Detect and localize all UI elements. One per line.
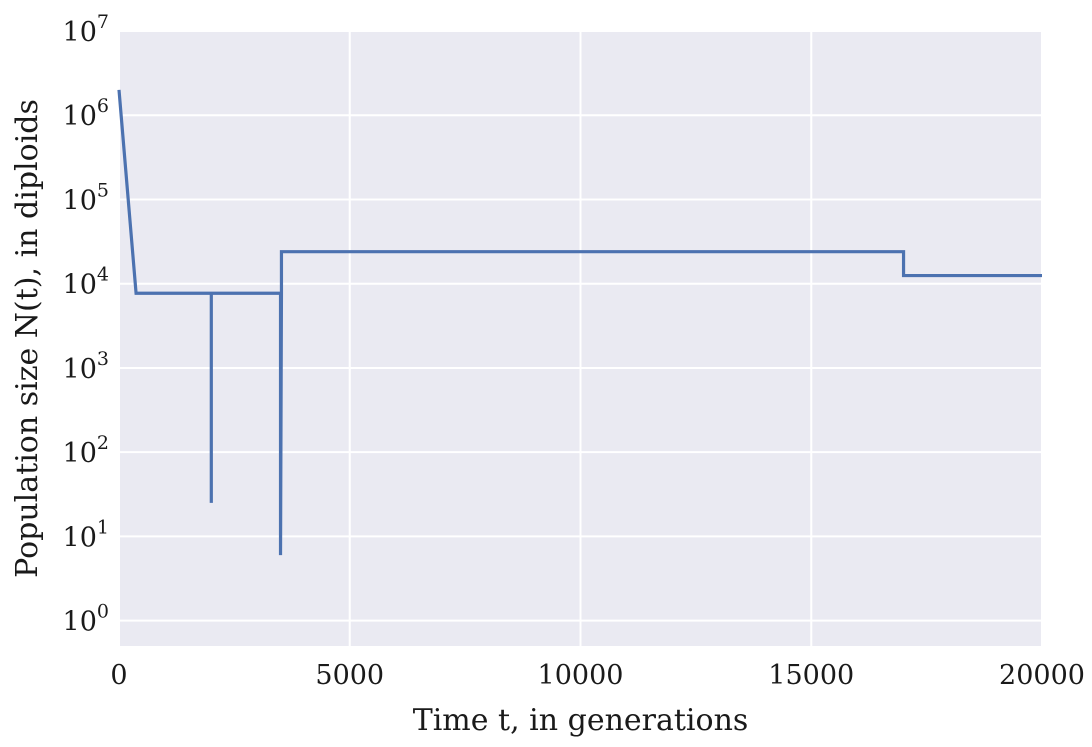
x-axis-label: Time t, in generations (413, 703, 749, 738)
x-tick-label: 10000 (538, 660, 624, 691)
y-tick-label: 107 (63, 11, 109, 48)
y-tick-exponent: 2 (97, 432, 109, 454)
y-tick-base: 10 (63, 270, 97, 301)
x-axis-ticks: 0 5000 10000 15000 20000 (110, 660, 1085, 691)
series-line (117, 89, 1042, 556)
y-tick-base: 10 (63, 522, 97, 553)
y-tick-base: 10 (63, 185, 97, 216)
series-layer (117, 89, 1042, 556)
y-tick-label: 101 (63, 516, 109, 553)
y-tick-label: 106 (63, 95, 109, 132)
y-tick-base: 10 (63, 607, 97, 638)
y-tick-exponent: 3 (97, 348, 109, 370)
y-tick-label: 105 (63, 179, 109, 216)
grid (118, 30, 1043, 646)
y-tick-exponent: 4 (97, 264, 109, 286)
x-tick-label: 5000 (315, 660, 384, 691)
y-tick-exponent: 5 (97, 179, 109, 201)
x-tick-label: 20000 (999, 660, 1085, 691)
y-axis-label: Population size N(t), in diploids (10, 99, 45, 578)
y-tick-exponent: 1 (97, 516, 109, 538)
y-tick-label: 104 (63, 264, 109, 301)
y-tick-label: 102 (63, 432, 109, 469)
y-tick-base: 10 (63, 438, 97, 469)
y-tick-base: 10 (63, 17, 97, 48)
y-tick-exponent: 0 (97, 601, 109, 623)
y-tick-label: 100 (63, 601, 109, 638)
y-tick-exponent: 7 (97, 11, 109, 33)
y-tick-base: 10 (63, 354, 97, 385)
x-tick-label: 0 (110, 660, 127, 691)
y-tick-exponent: 6 (97, 95, 109, 117)
y-tick-base: 10 (63, 101, 97, 132)
y-tick-label: 103 (63, 348, 109, 385)
x-tick-label: 15000 (768, 660, 854, 691)
